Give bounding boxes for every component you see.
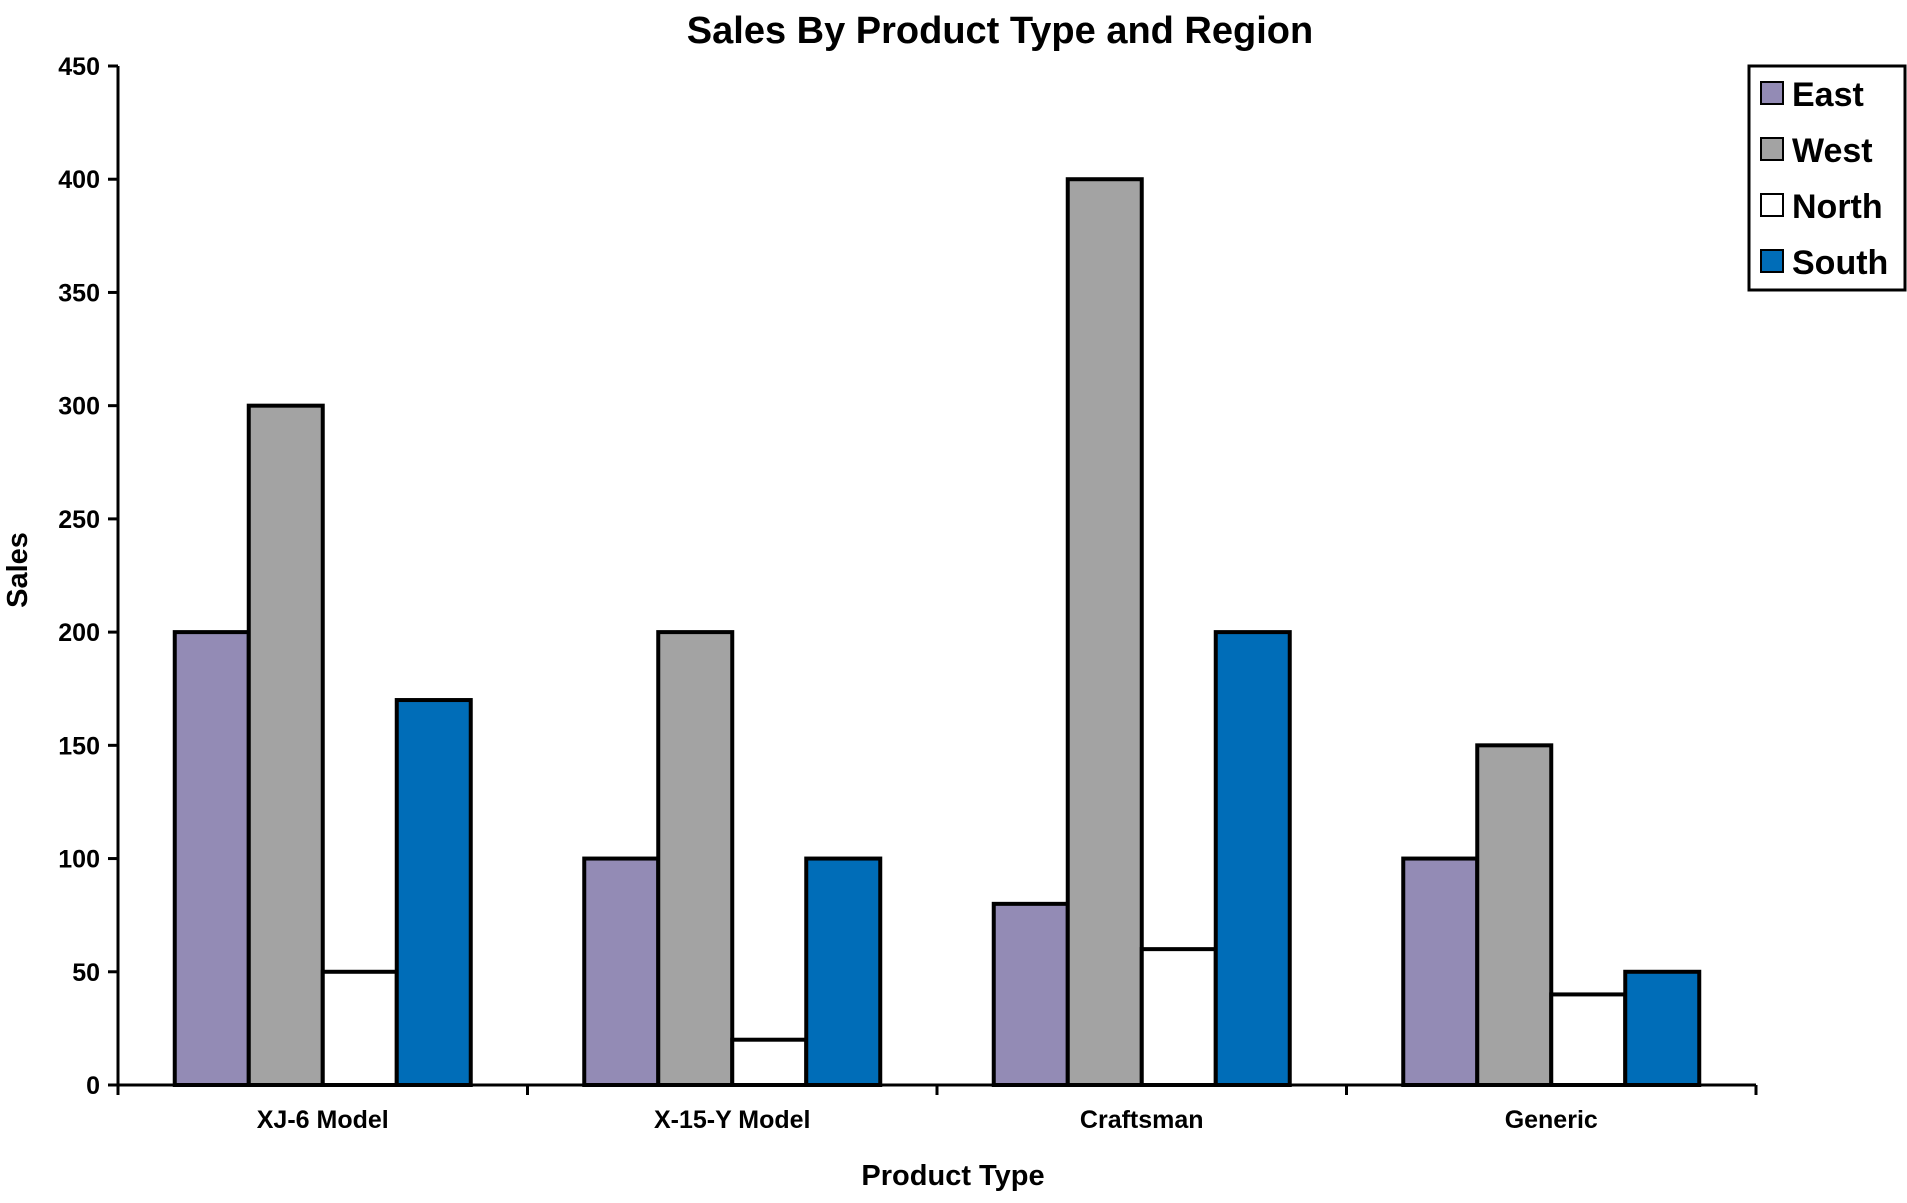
y-axis: 0 50 100 150 200 250 300 350 400 450: [58, 53, 120, 1100]
bar-south: [1213, 630, 1292, 1087]
bar-south: [394, 698, 473, 1087]
y-tick-label: 300: [58, 393, 100, 421]
y-tick-label: 150: [58, 732, 100, 760]
y-tick-label: 100: [58, 846, 100, 874]
x-tick-label: X-15-Y Model: [654, 1106, 811, 1134]
bar-east: [1401, 856, 1480, 1087]
y-tick-label: 350: [58, 279, 100, 307]
bar-north: [320, 969, 399, 1087]
y-tick-label: 450: [58, 53, 100, 81]
bars: [172, 177, 1702, 1088]
legend-swatch-east: [1760, 81, 1784, 105]
bar-west: [246, 403, 325, 1087]
bar-west: [656, 630, 735, 1087]
bar-east: [991, 901, 1070, 1087]
chart-title: Sales By Product Type and Region: [687, 10, 1313, 52]
y-tick-label: 200: [58, 619, 100, 647]
bar-west: [1475, 743, 1554, 1087]
legend-swatch-south: [1760, 249, 1784, 273]
x-tick-label: Generic: [1505, 1106, 1598, 1134]
y-tick-label: 250: [58, 506, 100, 534]
legend-label-west: West: [1792, 132, 1873, 170]
x-tick-label: XJ-6 Model: [257, 1106, 389, 1134]
bar-east: [172, 630, 251, 1087]
legend-label-north: North: [1792, 188, 1883, 226]
bar-north: [730, 1037, 809, 1087]
legend-swatch-west: [1760, 137, 1784, 161]
legend-swatch-north: [1760, 193, 1784, 217]
y-tick-label: 50: [72, 959, 100, 987]
bar-north: [1139, 947, 1218, 1088]
bar-west: [1065, 177, 1144, 1087]
x-axis-title: Product Type: [861, 1160, 1044, 1192]
x-axis: XJ-6 Model X-15-Y Model Craftsman Generic: [116, 1083, 1758, 1134]
bar-south: [1623, 969, 1702, 1087]
y-axis-title: Sales: [2, 532, 34, 608]
legend-label-south: South: [1792, 244, 1888, 282]
bar-east: [582, 856, 661, 1087]
legend-label-east: East: [1792, 76, 1864, 114]
bar-north: [1549, 992, 1628, 1088]
bar-south: [804, 856, 883, 1087]
x-tick-label: Craftsman: [1080, 1106, 1204, 1134]
legend: East West North South: [1747, 64, 1907, 292]
y-tick-label: 400: [58, 166, 100, 194]
y-tick-label: 0: [86, 1072, 100, 1100]
